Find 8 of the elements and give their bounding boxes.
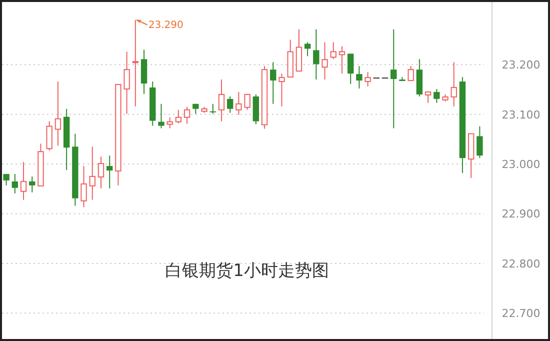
y-tick-label: 23.000	[502, 158, 540, 172]
text: 白银期货1小时走势图	[165, 261, 329, 281]
y-tick-label: 23.200	[502, 58, 540, 72]
y-tick-label: 22.700	[502, 307, 540, 320]
y-tick-label: 22.800	[502, 257, 540, 270]
y-tick-label: 22.900	[502, 208, 540, 221]
y-tick-label: 23.100	[502, 108, 540, 122]
annotation: 23.290	[148, 20, 184, 31]
